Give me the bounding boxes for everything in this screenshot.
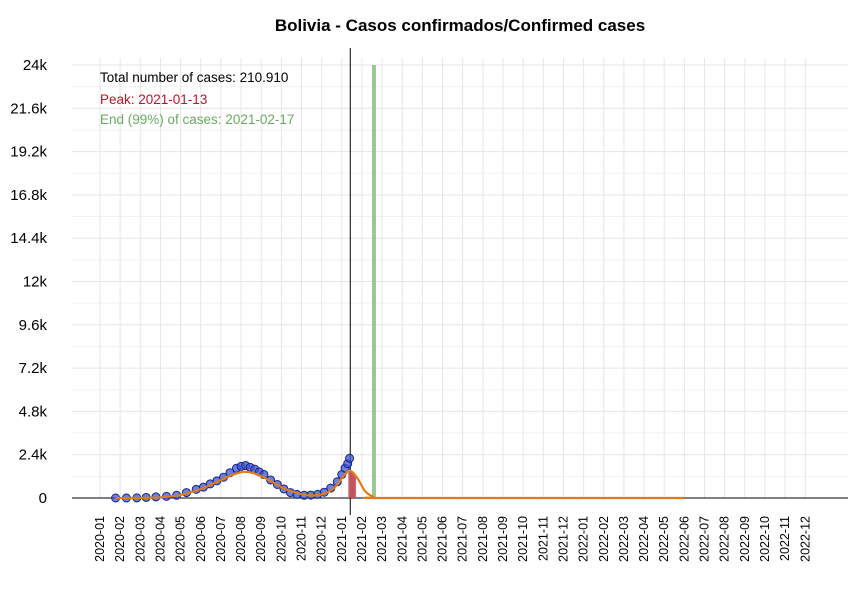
y-tick-label: 19.2k xyxy=(10,144,47,161)
x-tick-label: 2020-12 xyxy=(315,516,329,562)
y-tick-label: 9.6k xyxy=(19,317,48,334)
y-tick-label: 12k xyxy=(23,274,48,291)
x-tick-label: 2022-04 xyxy=(637,516,651,562)
y-tick-label: 4.8k xyxy=(19,403,48,420)
y-axis-ticks: 0 2.4k 4.8k 7.2k 9.6k 12k 14.4k 16.8k 19.2k 21.6k… xyxy=(10,57,47,507)
annotation-total: Total number of cases: 210.910 xyxy=(100,70,288,85)
peak-bar xyxy=(353,476,357,498)
x-tick-label: 2021-01 xyxy=(335,516,349,562)
x-tick-label: 2020-01 xyxy=(93,516,107,562)
observed-point xyxy=(345,453,355,463)
x-tick-label: 2022-03 xyxy=(617,516,631,562)
x-tick-label: 2020-02 xyxy=(113,516,127,562)
x-tick-label: 2021-09 xyxy=(496,516,510,562)
x-tick-label: 2020-09 xyxy=(254,516,268,562)
annotation-end: End (99%) of cases: 2021-02-17 xyxy=(100,112,294,127)
x-tick-label: 2020-06 xyxy=(194,516,208,562)
grid xyxy=(72,58,848,499)
x-tick-label: 2021-03 xyxy=(375,516,389,562)
x-tick-label: 2021-11 xyxy=(536,516,550,561)
x-tick-label: 2021-05 xyxy=(415,516,429,562)
x-tick-label: 2021-10 xyxy=(516,516,530,562)
x-tick-label: 2020-04 xyxy=(153,516,167,562)
x-tick-label: 2020-11 xyxy=(295,516,309,561)
x-tick-label: 2021-06 xyxy=(436,516,450,562)
y-tick-label: 16.8k xyxy=(10,187,47,204)
x-tick-label: 2022-02 xyxy=(597,516,611,562)
x-tick-label: 2022-01 xyxy=(577,516,591,562)
chart-title: Bolivia - Casos confirmados/Confirmed ca… xyxy=(275,16,645,35)
x-axis-ticks: 2020-01 2020-02 2020-03 2020-04 2020-05 2020-… xyxy=(93,516,812,562)
y-tick-label: 24k xyxy=(23,57,48,74)
x-tick-label: 2020-10 xyxy=(274,516,288,562)
x-tick-label: 2021-07 xyxy=(456,516,470,562)
x-tick-label: 2020-08 xyxy=(234,516,248,562)
y-tick-label: 21.6k xyxy=(10,100,47,117)
peak-bar xyxy=(348,470,351,498)
x-tick-label: 2022-05 xyxy=(657,516,671,562)
y-tick-label: 2.4k xyxy=(19,447,48,464)
x-tick-label: 2022-10 xyxy=(758,516,772,562)
x-tick-label: 2021-02 xyxy=(355,516,369,562)
x-tick-label: 2020-03 xyxy=(133,516,147,562)
x-tick-label: 2022-08 xyxy=(718,516,732,562)
x-tick-label: 2022-09 xyxy=(738,516,752,562)
y-tick-label: 0 xyxy=(39,490,47,507)
x-tick-label: 2022-06 xyxy=(677,516,691,562)
y-tick-label: 7.2k xyxy=(19,360,48,377)
x-tick-label: 2020-05 xyxy=(174,516,188,562)
x-tick-label: 2022-11 xyxy=(778,516,792,561)
x-tick-label: 2021-04 xyxy=(395,516,409,562)
x-tick-label: 2021-12 xyxy=(556,516,570,562)
chart-marks xyxy=(72,48,848,515)
y-tick-label: 14.4k xyxy=(10,230,47,247)
x-tick-label: 2022-12 xyxy=(798,516,812,562)
end-marker-bar xyxy=(371,65,376,498)
annotation-peak: Peak: 2021-01-13 xyxy=(100,92,207,107)
x-tick-label: 2021-08 xyxy=(476,516,490,562)
x-tick-label: 2022-07 xyxy=(698,516,712,562)
x-tick-label: 2020-07 xyxy=(214,516,228,562)
fit-line xyxy=(115,469,685,500)
